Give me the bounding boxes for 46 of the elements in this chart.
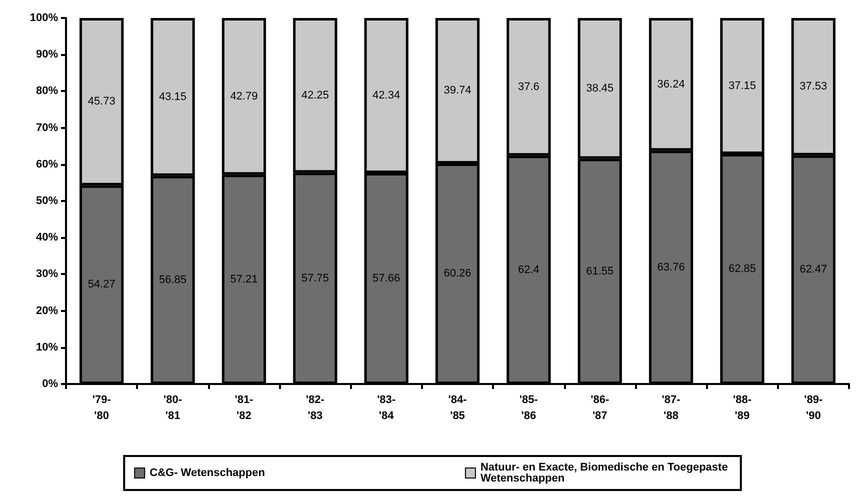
y-tick-label: 80% xyxy=(36,85,58,98)
data-label: 38.45 xyxy=(586,82,614,94)
y-tick-label: 20% xyxy=(36,304,58,317)
data-label: 37.6 xyxy=(518,80,540,93)
data-label: 45.73 xyxy=(88,96,116,108)
data-label: 39.74 xyxy=(444,84,472,97)
data-label: 42.79 xyxy=(230,90,258,102)
data-label: 57.75 xyxy=(301,272,329,284)
y-tick-label: 100% xyxy=(30,12,58,24)
x-tick-label: '88- '89 xyxy=(732,394,752,422)
data-label: 37.53 xyxy=(800,80,828,93)
x-tick-label: '84- '85 xyxy=(448,394,468,422)
data-label: 62.47 xyxy=(800,264,828,276)
data-label: 56.85 xyxy=(159,274,187,286)
data-label: 57.66 xyxy=(372,272,400,284)
data-label: 62.85 xyxy=(728,262,756,275)
y-tick-label: 50% xyxy=(36,195,58,207)
y-tick-label: 30% xyxy=(36,268,58,280)
data-label: 62.4 xyxy=(518,264,540,276)
x-tick-label: '81- '82 xyxy=(234,394,254,422)
data-label: 42.25 xyxy=(301,89,329,102)
data-label: 54.27 xyxy=(88,278,116,291)
data-label: 63.76 xyxy=(657,261,685,274)
x-tick-label: '82- '83 xyxy=(306,394,325,422)
x-tick-label: '79- '80 xyxy=(92,394,112,422)
x-tick-label: '83- '84 xyxy=(377,394,396,422)
legend-label: C&G- Wetenschappen xyxy=(150,467,266,479)
y-tick-label: 40% xyxy=(36,232,58,244)
data-label: 61.55 xyxy=(586,265,614,278)
legend-label: Natuur- en Exacte, Biomedische en Toegepaste Wetenschappen xyxy=(480,462,731,484)
x-tick-label: '86- '87 xyxy=(590,394,610,422)
data-label: 37.15 xyxy=(728,80,756,92)
data-label: 60.26 xyxy=(444,268,472,280)
y-tick-label: 10% xyxy=(36,341,58,354)
x-tick-label: '89- '90 xyxy=(804,394,823,422)
x-tick-label: '85- '86 xyxy=(519,394,538,422)
data-label: 36.24 xyxy=(657,78,685,90)
y-tick-label: 60% xyxy=(36,158,58,170)
y-tick-label: 0% xyxy=(42,378,58,390)
x-tick-label: '80- '81 xyxy=(164,394,182,422)
x-tick-label: '87- '88 xyxy=(662,394,681,422)
data-label: 57.21 xyxy=(230,273,258,286)
y-tick-label: 90% xyxy=(36,48,58,61)
y-tick-label: 70% xyxy=(36,122,58,134)
data-label: 42.34 xyxy=(372,89,400,102)
data-label: 43.15 xyxy=(159,90,187,103)
